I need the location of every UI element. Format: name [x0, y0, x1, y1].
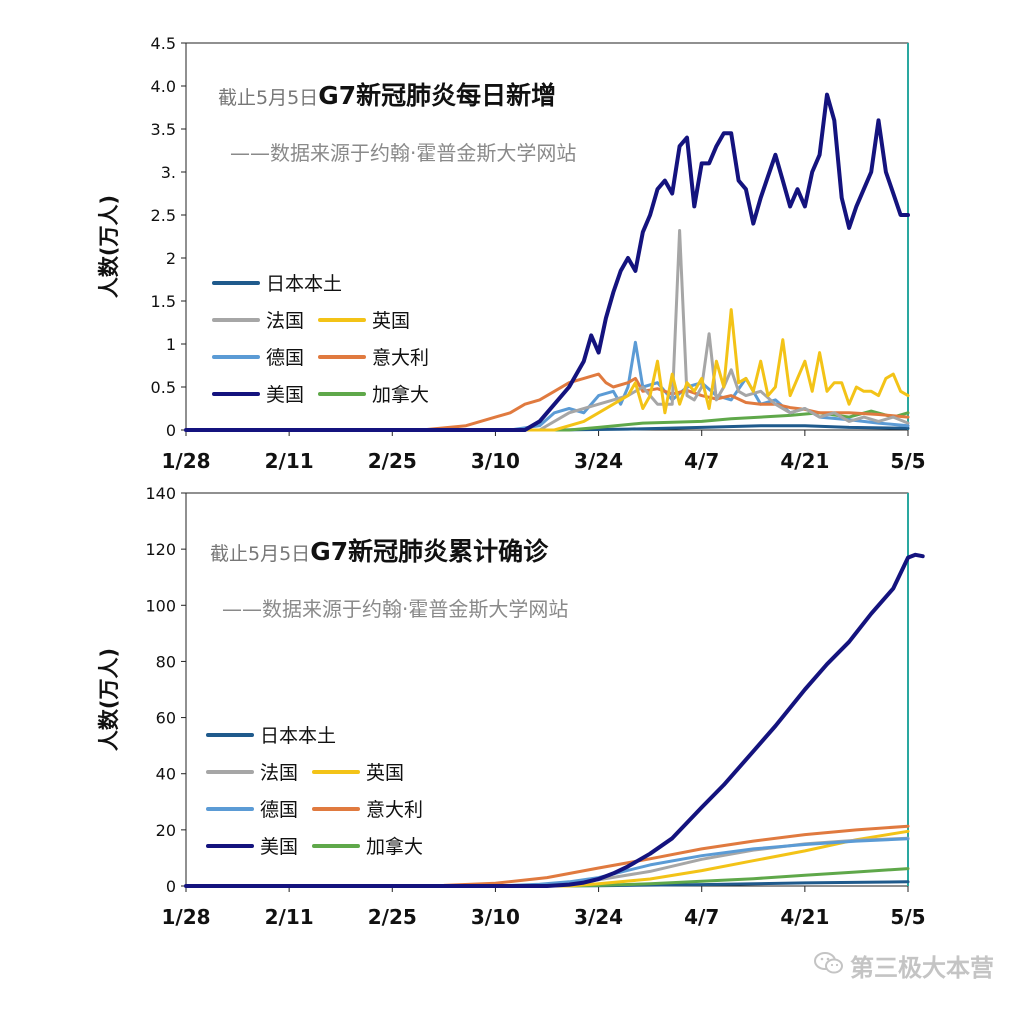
x-tick-label: 2/11 — [265, 449, 314, 473]
legend-label-france: 法国 — [266, 310, 304, 332]
legend-label-italy: 意大利 — [366, 799, 423, 821]
chart-title-main: G7新冠肺炎累计确诊 — [310, 537, 549, 566]
legend-label-usa: 美国 — [266, 384, 304, 406]
x-tick-label: 3/10 — [471, 449, 520, 473]
y-tick-label: 140 — [145, 484, 176, 503]
legend-label-uk: 英国 — [372, 310, 410, 332]
x-tick-label: 2/11 — [265, 905, 314, 929]
y-tick-label: 0 — [166, 421, 176, 440]
legend-label-france: 法国 — [260, 762, 298, 784]
legend-label-usa: 美国 — [260, 836, 298, 858]
x-tick-label: 2/25 — [368, 449, 417, 473]
y-tick-label: 2 — [166, 249, 176, 268]
x-tick-label: 2/25 — [368, 905, 417, 929]
y-tick-label: 0.5 — [151, 378, 176, 397]
y-tick-label: 0 — [166, 877, 176, 896]
y-tick-label: 3.5 — [151, 120, 176, 139]
y-tick-label: 3. — [161, 163, 176, 182]
y-axis-label: 人数(万人) — [97, 195, 121, 298]
watermark: 第三极大本营 — [814, 948, 994, 983]
watermark-text: 第三极大本营 — [850, 954, 994, 982]
x-tick-label: 4/7 — [684, 449, 719, 473]
x-tick-label: 3/10 — [471, 905, 520, 929]
y-axis-label: 人数(万人) — [97, 648, 121, 751]
chart-2: 0 20 40 60 80 100 120 140 1/28 2/11 2/25 3/10 3/24 4/… — [97, 484, 926, 929]
legend-label-germany: 德国 — [266, 347, 304, 369]
y-tick-label: 4.0 — [151, 77, 176, 96]
legend-label-canada: 加拿大 — [366, 835, 423, 858]
legend-label-uk: 英国 — [366, 762, 404, 784]
legend-label-italy: 意大利 — [372, 347, 429, 369]
chart-1: 0 0.5 1 1.5 2 2.5 3. 3.5 4.0 4.5 1/28 2/11 2/25 3/10 3… — [97, 34, 926, 473]
wechat-icon — [814, 951, 844, 981]
y-tick-label: 2.5 — [151, 206, 176, 225]
x-tick-label: 1/28 — [161, 449, 210, 473]
x-tick-label: 3/24 — [574, 449, 623, 473]
legend-label-japan: 日本本土 — [260, 725, 336, 747]
x-tick-label: 4/21 — [780, 449, 829, 473]
y-tick-label: 80 — [156, 652, 176, 671]
legend-label-germany: 德国 — [260, 799, 298, 821]
y-tick-label: 60 — [156, 709, 176, 728]
y-tick-label: 100 — [145, 596, 176, 615]
chart-subtitle: ——数据来源于约翰·霍普金斯大学网站 — [230, 141, 576, 165]
series-line-canada — [184, 409, 910, 432]
y-tick-label: 20 — [156, 821, 176, 840]
chart-title: 截止5月5日G7新冠肺炎累计确诊 — [210, 537, 549, 566]
chart-title: 截止5月5日G7新冠肺炎每日新增 — [218, 81, 556, 110]
series-line-usa — [184, 92, 910, 432]
legend-label-canada: 加拿大 — [372, 383, 429, 406]
chart-title-prefix: 截止5月5日 — [218, 87, 318, 109]
x-tick-label: 4/7 — [684, 905, 719, 929]
chart-title-main: G7新冠肺炎每日新增 — [318, 81, 556, 110]
y-tick-label: 1.5 — [151, 292, 176, 311]
series-line-usa — [184, 552, 925, 888]
chart-subtitle: ——数据来源于约翰·霍普金斯大学网站 — [222, 597, 568, 621]
y-tick-label: 1 — [166, 335, 176, 354]
x-tick-label: 5/5 — [890, 905, 925, 929]
x-tick-label: 4/21 — [780, 905, 829, 929]
series-line-italy — [184, 372, 910, 432]
series-line-uk — [184, 308, 910, 432]
legend-label-japan: 日本本土 — [266, 273, 342, 295]
x-tick-label: 3/24 — [574, 905, 623, 929]
y-tick-label: 4.5 — [151, 34, 176, 53]
x-tick-label: 1/28 — [161, 905, 210, 929]
y-tick-label: 120 — [145, 540, 176, 559]
chart-title-prefix: 截止5月5日 — [210, 543, 310, 565]
x-tick-label: 5/5 — [890, 449, 925, 473]
y-tick-label: 40 — [156, 765, 176, 784]
